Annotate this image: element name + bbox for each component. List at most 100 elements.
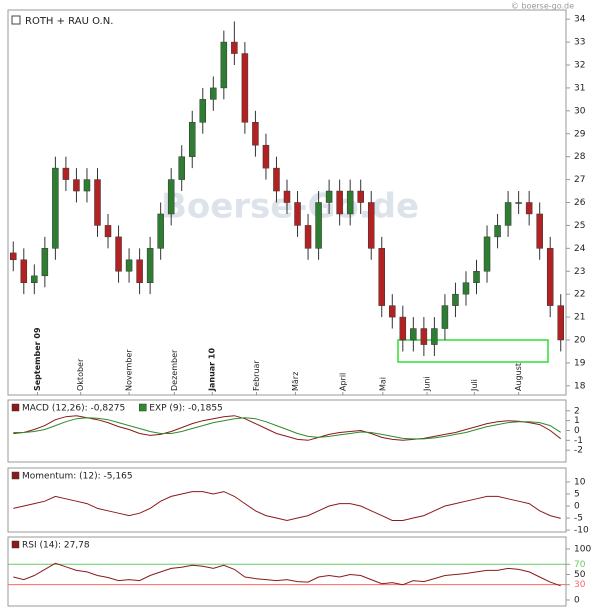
candle-body (199, 99, 207, 123)
x-tick-label: Juni (423, 376, 432, 392)
panel-frame (7, 467, 567, 533)
candle-body (167, 179, 175, 215)
y-tick-label: 24 (574, 244, 586, 254)
y-tick-label: 100 (574, 544, 591, 554)
y-tick-label: 20 (574, 336, 586, 346)
series-line (13, 491, 561, 522)
candle-body (410, 328, 417, 341)
legend-label: RSI (14): 27,78 (22, 541, 90, 551)
y-tick-label: 70 (574, 560, 586, 570)
candle-body (146, 248, 154, 283)
y-tick-label: -10 (574, 526, 589, 536)
x-tick-label: Oktober (76, 358, 85, 391)
y-tick-label: 25 (574, 221, 585, 231)
x-tick-label: August (514, 363, 523, 391)
candle-body (41, 248, 49, 277)
x-tick-label: Januar 10 (208, 348, 217, 392)
candle-body (452, 293, 459, 306)
y-tick-label: 0 (574, 502, 580, 512)
candle-body (431, 328, 438, 345)
y-tick-label: 5 (574, 489, 580, 499)
y-tick-label: 10 (574, 477, 586, 487)
candle-body (273, 167, 280, 192)
y-tick-label: 30 (574, 580, 586, 590)
y-tick-label: 0 (574, 595, 580, 605)
candle-body (104, 225, 112, 238)
y-tick-label: 26 (574, 198, 586, 208)
candle-body (304, 225, 312, 249)
candle-body (473, 271, 480, 283)
candle-body (494, 225, 501, 238)
candle-body (346, 190, 354, 215)
x-tick-label: Dezember (170, 349, 179, 391)
candle-body (10, 252, 17, 261)
candle-body (483, 236, 491, 272)
candle-body (20, 259, 28, 283)
candle-body (73, 179, 80, 192)
chart-title: ROTH + RAU O.N. (25, 16, 113, 27)
y-tick-label: -1 (574, 436, 583, 446)
y-tick-label: 2 (574, 406, 580, 416)
candle-body (262, 144, 270, 169)
y-tick-label: 27 (574, 175, 585, 185)
candle-body (441, 305, 449, 329)
candle-body (536, 213, 543, 249)
legend-label: EXP (9): -0,1855 (149, 404, 223, 414)
candle-body (115, 236, 122, 272)
y-tick-label: 33 (574, 38, 585, 48)
candle-body (210, 87, 217, 100)
candle-body (325, 190, 333, 203)
candle-body (504, 202, 512, 226)
candle-body (546, 248, 554, 306)
y-tick-label: 31 (574, 83, 585, 93)
series-line (13, 562, 561, 587)
candle-body (252, 122, 259, 146)
candle-body (399, 316, 407, 341)
y-tick-label: 30 (574, 106, 586, 116)
x-tick-label: Februar (252, 360, 261, 391)
candle-body (357, 190, 364, 203)
x-tick-label: Juli (470, 379, 479, 392)
y-tick-label: 22 (574, 290, 585, 300)
candle-body (94, 179, 101, 226)
legend-swatch (11, 540, 20, 549)
x-tick-label: November (125, 349, 134, 391)
y-tick-label: -2 (574, 446, 583, 456)
candle-body (188, 122, 196, 157)
y-tick-label: 29 (574, 129, 586, 139)
y-tick-label: 0 (574, 426, 580, 436)
y-tick-label: 50 (574, 570, 586, 580)
x-tick-label: April (338, 373, 347, 391)
legend-label: Momentum: (12): -5,165 (22, 472, 133, 482)
series-line (13, 417, 561, 440)
x-tick-label: März (291, 372, 300, 391)
panel-frame (7, 536, 567, 607)
y-tick-label: 23 (574, 267, 585, 277)
y-tick-label: 1 (574, 416, 580, 426)
source: © boerse-go.de (511, 2, 574, 11)
y-tick-label: 28 (574, 152, 586, 162)
candle-body (557, 305, 564, 341)
candle-body (83, 179, 91, 192)
title-checkbox (11, 15, 21, 25)
candle-body (294, 202, 301, 226)
y-tick-label: 18 (574, 381, 586, 391)
y-tick-label: 19 (574, 358, 586, 368)
y-tick-label: -5 (574, 514, 583, 524)
candle-body (62, 167, 70, 180)
legend-swatch (11, 403, 20, 412)
candle-body (136, 259, 143, 283)
candle-body (125, 259, 133, 272)
candle-body (515, 202, 522, 204)
y-tick-label: 21 (574, 313, 585, 323)
candle-body (31, 275, 38, 283)
legend-swatch (139, 403, 147, 412)
candle-body (178, 156, 185, 180)
candle-body (283, 190, 291, 203)
candle-body (52, 167, 59, 249)
legend-swatch (11, 471, 20, 480)
candle-body (157, 213, 164, 249)
candle-body (231, 41, 238, 54)
y-tick-label: 32 (574, 61, 585, 71)
